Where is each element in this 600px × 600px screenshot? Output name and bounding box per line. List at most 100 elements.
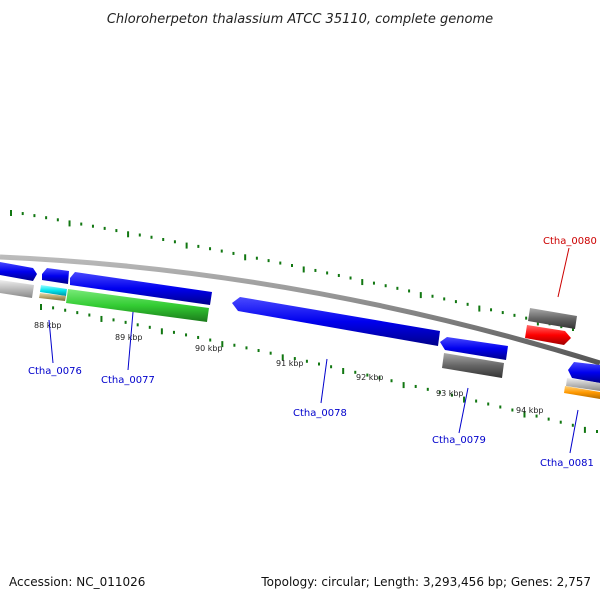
cds-feature[interactable] bbox=[232, 297, 440, 346]
upper-dot-track bbox=[10, 210, 574, 331]
track-dot bbox=[302, 266, 305, 273]
track-dot bbox=[40, 304, 42, 310]
track-dot bbox=[10, 210, 12, 216]
track-dot bbox=[136, 323, 139, 327]
tick-label-94: 94 kbp bbox=[516, 406, 544, 415]
track-dot bbox=[463, 396, 466, 403]
cds-feature[interactable] bbox=[0, 262, 37, 281]
track-dot bbox=[511, 408, 514, 412]
track-dot bbox=[547, 417, 550, 421]
track-dot bbox=[112, 318, 115, 322]
track-dot bbox=[396, 286, 399, 290]
track-dot bbox=[100, 315, 103, 322]
cds-feature[interactable] bbox=[0, 280, 34, 298]
track-dot bbox=[305, 359, 308, 363]
leader-ctha-0077 bbox=[127, 311, 134, 371]
tick-label-89: 89 kbp bbox=[115, 333, 143, 342]
track-dot bbox=[478, 305, 481, 312]
track-dot bbox=[372, 281, 375, 285]
track-dot bbox=[571, 423, 574, 427]
track-dot bbox=[535, 414, 538, 418]
tick-label-91: 91 kbp bbox=[276, 359, 304, 368]
track-dot bbox=[80, 222, 83, 226]
track-dot bbox=[342, 368, 345, 375]
track-dot bbox=[408, 289, 411, 293]
track-dot bbox=[64, 308, 67, 312]
gene-label-ctha-0077[interactable]: Ctha_0077 bbox=[101, 375, 155, 386]
track-dot bbox=[267, 259, 270, 263]
track-dot bbox=[596, 430, 598, 433]
gene-label-ctha-0081[interactable]: Ctha_0081 bbox=[540, 458, 594, 469]
rrna-feature[interactable] bbox=[525, 325, 571, 345]
tick-label-88: 88 kbp bbox=[34, 321, 62, 330]
track-dot bbox=[378, 376, 381, 380]
track-dot bbox=[559, 420, 562, 424]
tick-labels: 88 kbp 89 kbp 90 kbp 91 kbp 92 kbp 93 kb… bbox=[34, 321, 544, 415]
track-dot bbox=[431, 294, 434, 298]
track-dot bbox=[454, 300, 457, 304]
track-dot bbox=[172, 330, 175, 334]
gene-leader-lines bbox=[48, 247, 579, 454]
cds-feature[interactable] bbox=[566, 378, 600, 391]
track-dot bbox=[419, 292, 422, 299]
leader-ctha-0078 bbox=[320, 358, 328, 404]
middle-track-features bbox=[0, 280, 600, 399]
track-dot bbox=[160, 328, 163, 335]
track-dot bbox=[513, 313, 516, 317]
track-dot bbox=[185, 333, 188, 337]
track-dot bbox=[197, 335, 200, 339]
track-dot bbox=[487, 402, 490, 406]
track-dot bbox=[269, 351, 272, 355]
track-dot bbox=[390, 379, 393, 383]
gene-labels: Ctha_0076 Ctha_0077 Ctha_0078 Ctha_0079 … bbox=[28, 236, 597, 469]
track-dot bbox=[281, 354, 284, 361]
track-dot bbox=[525, 316, 528, 320]
cds-feature[interactable] bbox=[70, 272, 212, 305]
track-dot bbox=[138, 233, 141, 237]
leader-ctha-0080 bbox=[557, 247, 570, 298]
track-dot bbox=[466, 302, 469, 306]
cds-feature[interactable] bbox=[442, 353, 504, 378]
track-dot bbox=[232, 251, 235, 255]
track-dot bbox=[220, 249, 223, 253]
track-dot bbox=[127, 231, 130, 238]
track-dot bbox=[490, 308, 493, 312]
track-dot bbox=[21, 212, 24, 216]
track-dot bbox=[583, 426, 586, 433]
track-dot bbox=[255, 256, 258, 260]
forward-strand-features bbox=[0, 262, 600, 383]
cds-feature[interactable] bbox=[568, 362, 600, 383]
track-dot bbox=[475, 399, 478, 403]
track-dot bbox=[209, 338, 212, 342]
leader-ctha-0079 bbox=[458, 387, 469, 434]
track-dot bbox=[499, 405, 502, 409]
track-dot bbox=[124, 320, 127, 324]
track-dot bbox=[173, 240, 176, 244]
track-dot bbox=[349, 276, 352, 280]
lower-dot-track bbox=[40, 304, 598, 433]
track-dot bbox=[244, 254, 247, 261]
track-dot bbox=[221, 341, 224, 348]
gene-label-ctha-0079[interactable]: Ctha_0079 bbox=[432, 435, 486, 446]
gene-label-ctha-0078[interactable]: Ctha_0078 bbox=[293, 408, 347, 419]
track-dot bbox=[197, 244, 200, 248]
gene-label-ctha-0080[interactable]: Ctha_0080 bbox=[543, 236, 597, 247]
track-dot bbox=[91, 224, 94, 228]
track-dot bbox=[326, 271, 329, 275]
cds-feature[interactable] bbox=[440, 337, 508, 360]
track-dot bbox=[293, 357, 296, 361]
cds-feature[interactable] bbox=[564, 386, 600, 399]
track-dot bbox=[572, 328, 574, 331]
track-dot bbox=[414, 384, 417, 388]
cds-feature[interactable] bbox=[66, 289, 209, 322]
gene-label-ctha-0076[interactable]: Ctha_0076 bbox=[28, 366, 82, 377]
misc-feature[interactable] bbox=[40, 285, 67, 296]
misc-feature[interactable] bbox=[39, 293, 66, 301]
track-dot bbox=[366, 373, 369, 377]
cds-feature[interactable] bbox=[528, 308, 577, 329]
track-dot bbox=[330, 365, 333, 369]
cds-feature[interactable] bbox=[42, 268, 69, 284]
genome-backbone bbox=[0, 254, 600, 366]
